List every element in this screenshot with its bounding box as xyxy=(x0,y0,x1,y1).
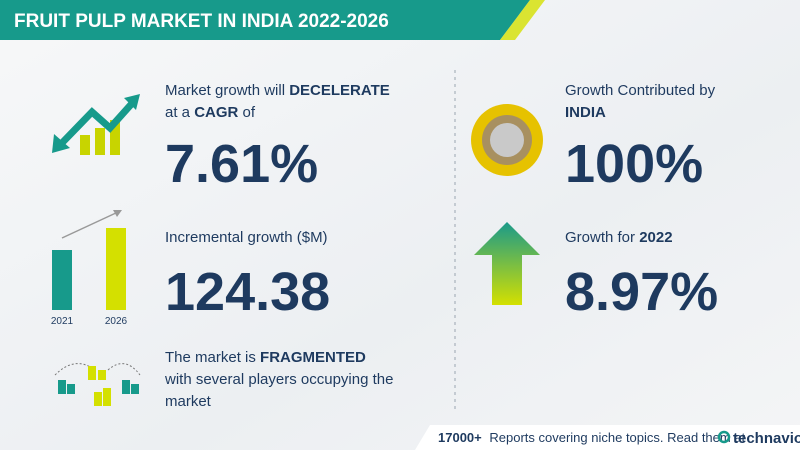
text-segment: FRAGMENTED xyxy=(260,349,366,366)
text-segment: 2022 xyxy=(639,229,672,246)
panel-text: The market is FRAGMENTED xyxy=(165,349,366,366)
footer-count: 17000+ xyxy=(438,430,482,445)
icon-label: 2026 xyxy=(105,316,128,327)
panel-text: market xyxy=(165,393,212,410)
bar-icon: 2021 2026 xyxy=(51,210,128,327)
panel-text: Market growth will DECELERATE xyxy=(165,82,390,99)
panel-value: 7.61% xyxy=(165,134,318,194)
panel-text: Growth Contributed by xyxy=(565,82,716,99)
text-segment: with several players occupying the xyxy=(164,371,393,388)
panel-text: INDIA xyxy=(565,104,606,121)
text-segment: Growth for xyxy=(565,229,639,246)
text-segment: market xyxy=(165,393,212,410)
text-segment: DECELERATE xyxy=(289,82,390,99)
fragmented-icon xyxy=(54,363,141,406)
panel-text: Growth for 2022 xyxy=(565,229,673,246)
panel-text: with several players occupying the xyxy=(164,371,393,388)
header-accent xyxy=(500,0,545,40)
header-bar xyxy=(0,0,530,40)
donut-icon xyxy=(471,104,543,176)
text-segment: The market is xyxy=(165,349,260,366)
text-segment: Growth Contributed by xyxy=(565,82,716,99)
footer-note: Reports covering niche topics. Read them… xyxy=(489,430,745,445)
panel-text: at a CAGR of xyxy=(165,104,256,121)
trend-icon xyxy=(52,94,140,155)
panel-value: 124.38 xyxy=(165,262,330,322)
footer-text: 17000+ Reports covering niche topics. Re… xyxy=(438,430,746,445)
panel-value: 8.97% xyxy=(565,262,718,322)
text-segment: at a xyxy=(165,104,194,121)
brand-logo xyxy=(717,430,731,444)
footer-bar xyxy=(415,425,800,450)
text-segment: Market growth will xyxy=(165,82,289,99)
panel-text: Incremental growth ($M) xyxy=(165,229,328,246)
text-segment: of xyxy=(238,104,256,121)
text-segment: INDIA xyxy=(565,104,606,121)
text-segment: Incremental growth ($M) xyxy=(165,229,328,246)
header-title: FRUIT PULP MARKET IN INDIA 2022-2026 xyxy=(14,11,389,32)
brand-name: technavio xyxy=(733,430,800,447)
panel-value: 100% xyxy=(565,134,703,194)
icon-label: 2021 xyxy=(51,316,74,327)
up-arrow-icon xyxy=(474,222,540,305)
text-segment: CAGR xyxy=(194,104,238,121)
